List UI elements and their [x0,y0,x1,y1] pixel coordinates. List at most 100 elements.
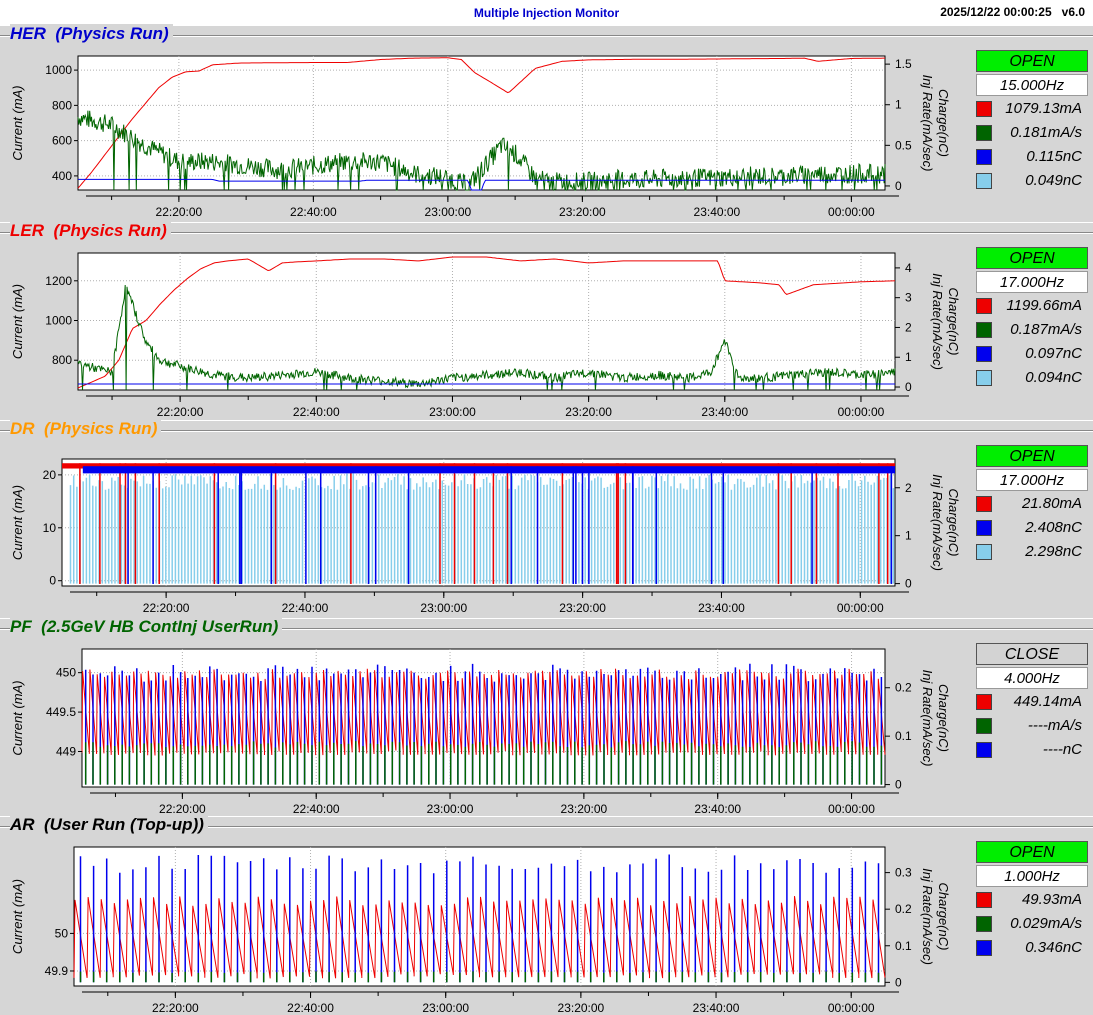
chart-svg-her: 400 600 800 1000 0 0.5 1 1.5 22:20:00 22:40:00 23:… [10,55,951,219]
y2-tick-label: 0.1 [895,729,912,743]
y-axis-label: Current (mA) [10,879,25,954]
panel-ler: LER (Physics Run) 800 1000 1200 0 1 2 3 4 22:20:0… [0,221,1093,420]
y2-axis-label-charge: Charge(nC) [936,883,951,951]
legend-entry: 49.93mA [976,890,1088,910]
y2-tick-label: 1 [905,350,912,364]
x-tick-label: 23:40:00 [698,601,745,615]
panel-rule [0,232,1093,234]
legend-entry: 0.097nC [976,344,1088,364]
y2-tick-label: 0.3 [895,866,912,880]
x-tick-label: 00:00:00 [828,205,875,219]
x-tick-label: 23:00:00 [422,1001,469,1015]
x-tick-label: 23:20:00 [561,802,608,816]
legend-swatch [976,544,992,560]
y-tick-label: 1000 [45,314,72,328]
legend-entry: 0.181mA/s [976,123,1088,143]
y-tick-label: 49.9 [45,964,69,978]
x-tick-label: 00:00:00 [828,1001,875,1015]
y2-axis-label-injrate: Inj Rate(mA/sec) [930,474,945,571]
x-tick-label: 23:20:00 [558,1001,605,1015]
x-tick-label: 23:40:00 [694,802,741,816]
rep-rate-pf: 4.000Hz [976,667,1088,689]
y-tick-label: 20 [43,468,57,482]
series-group [62,463,895,584]
rep-rate-ar: 1.000Hz [976,865,1088,887]
y2-tick-label: 0 [895,975,902,989]
series-charge_a [84,663,883,785]
legend-entry: 2.408nC [976,518,1088,538]
rep-rate-her: 15.000Hz [976,74,1088,96]
injection-status-her: OPEN [976,50,1088,72]
x-tick-label: 23:40:00 [701,405,748,419]
x-tick-label: 23:40:00 [694,205,741,219]
legend-value: 449.14mA [1013,693,1082,710]
y2-axis-label-injrate: Inj Rate(mA/sec) [920,75,935,172]
y2-tick-label: 0.2 [895,681,912,695]
y-tick-label: 600 [52,134,72,148]
legend-swatch [976,298,992,314]
legend-entry: 0.115nC [976,147,1088,167]
y2-tick-label: 0 [905,577,912,591]
panel-title-pf: PF (2.5GeV HB ContInj UserRun) [10,617,283,637]
series-group [81,663,886,785]
x-tick-label: 22:20:00 [156,205,203,219]
legend-value: 0.115nC [1026,148,1082,165]
legend-value: 49.93mA [1021,891,1082,908]
series-current [62,463,895,469]
panel-rule [0,826,1093,828]
x-tick-label: 22:40:00 [293,405,340,419]
series-inj_rate [84,741,883,785]
series-current [77,256,896,389]
legend-entry: 0.029mA/s [976,914,1088,934]
y2-tick-label: 0.2 [895,902,912,916]
legend-entry: 0.346nC [976,938,1088,958]
legend-value: 0.346nC [1025,939,1082,956]
y2-axis-label-charge: Charge(nC) [946,489,961,557]
y-tick-label: 0 [49,574,56,588]
plot-area [77,252,896,391]
legend-entry: 1199.66mA [976,296,1088,316]
x-tick-label: 00:00:00 [837,601,884,615]
x-tick-label: 22:20:00 [157,405,204,419]
y2-tick-label: 2 [905,320,912,334]
panel-title-her: HER (Physics Run) [10,24,173,44]
y2-tick-label: 0 [895,179,902,193]
timestamp: 2025/12/22 00:00:25 [940,5,1052,19]
panel-dr: DR (Physics Run) 0 10 20 0 1 2 22:20:00 22:40:00… [0,419,1093,618]
y-tick-label: 10 [43,521,57,535]
y2-tick-label: 4 [905,261,912,275]
injection-status-ar: OPEN [976,841,1088,863]
legend-swatch [976,940,992,956]
chart-svg-ar: 49.9 50 0 0.1 0.2 0.3 22:20:00 22:40:00 23:00:00… [10,846,951,1015]
legend-entry: 0.094nC [976,368,1088,388]
rep-rate-ler: 17.000Hz [976,271,1088,293]
y2-tick-label: 0.1 [895,939,912,953]
x-tick-label: 22:40:00 [290,205,337,219]
y-tick-label: 449.5 [46,705,76,719]
legend-swatch [976,718,992,734]
y-tick-label: 450 [56,666,76,680]
legend-entry: 21.80mA [976,494,1088,514]
legend-value: ----mA/s [1027,717,1082,734]
x-tick-label: 22:40:00 [287,1001,334,1015]
y-axis-label: Current (mA) [10,680,25,755]
y2-axis-label-charge: Charge(nC) [936,684,951,752]
legend-value: 0.029mA/s [1010,915,1082,932]
y-axis-label: Current (mA) [10,284,25,359]
rep-rate-dr: 17.000Hz [976,469,1088,491]
legend-value: 0.094nC [1025,369,1082,386]
legend-value: 2.408nC [1025,519,1082,536]
y2-tick-label: 2 [905,481,912,495]
series-inj_rate [79,971,880,983]
legend-value: 0.049nC [1025,172,1082,189]
legend-value: 0.097nC [1025,345,1082,362]
series-inj_rate [77,110,886,192]
y2-tick-label: 0 [905,380,912,394]
series-charge_a [78,178,885,191]
legend-swatch [976,101,992,117]
top-bar: Multiple Injection Monitor 2025/12/22 00… [0,0,1093,26]
y-tick-label: 449 [56,745,76,759]
legend-swatch [976,322,992,338]
panel-ar: AR (User Run (Top-up)) 49.9 50 0 0.1 0.2 0.3 22… [0,815,1093,1015]
chart-svg-pf: 449 449.5 450 0 0.1 0.2 22:20:00 22:40:00 23:00:… [10,648,951,816]
